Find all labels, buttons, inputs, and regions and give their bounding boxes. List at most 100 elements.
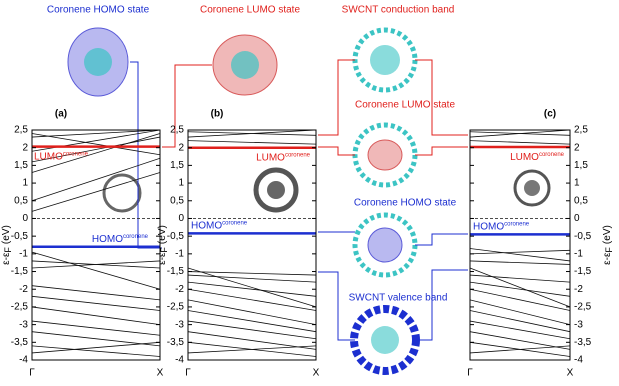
y-tick-label: -4 <box>175 355 184 366</box>
y-tick-label: -4 <box>574 355 583 366</box>
band <box>31 260 161 269</box>
y-tick-label: -3,5 <box>167 337 185 348</box>
band <box>187 310 317 333</box>
band <box>469 249 571 255</box>
y-tick-label: 2,5 <box>14 125 28 136</box>
y-tick-label: 0 <box>574 213 580 224</box>
band <box>187 288 317 311</box>
y-label-unit: (eV) <box>157 225 168 244</box>
y-label-main: ε-ε <box>157 252 168 265</box>
y-tick-label: 1,5 <box>14 160 28 171</box>
y-tick-label: 2 <box>178 142 184 153</box>
coronene <box>84 48 112 76</box>
band <box>469 310 571 333</box>
band <box>469 267 571 308</box>
y-label-sub: F <box>604 247 614 253</box>
y-tick-label: 1 <box>574 178 580 189</box>
state-name: HOMO <box>191 220 222 231</box>
connector <box>318 146 355 156</box>
y-tick-label: 1,5 <box>170 160 184 171</box>
coronene <box>231 51 259 79</box>
x-tick-label: X <box>313 368 320 379</box>
band <box>31 285 161 301</box>
band <box>187 331 317 350</box>
state-label: LUMOcoronene <box>510 152 565 163</box>
inset <box>102 173 142 213</box>
panel-label: (b) <box>211 109 224 120</box>
state-name: LUMO <box>256 152 285 163</box>
connector <box>415 59 468 136</box>
y-tick-label: -2 <box>19 284 28 295</box>
band <box>31 345 161 357</box>
state-sup: coronene <box>123 233 149 239</box>
band <box>469 331 571 350</box>
inset <box>267 181 285 199</box>
y-tick-label: -1,5 <box>167 266 185 277</box>
x-tick-label: X <box>567 368 574 379</box>
connector <box>318 59 355 136</box>
lumo-orbital <box>367 139 403 171</box>
y-tick-label: -0,5 <box>167 231 185 242</box>
band <box>187 131 317 136</box>
annotation: Coronene HOMO state <box>354 198 457 209</box>
plot-frame <box>31 129 161 361</box>
y-axis-label: ε-εF (eV) <box>157 225 170 265</box>
coronene <box>371 326 399 354</box>
band <box>469 140 571 145</box>
band <box>31 295 161 311</box>
y-tick-label: -1 <box>19 248 28 259</box>
y-tick-label: -1 <box>175 248 184 259</box>
y-tick-label: 2,5 <box>574 125 588 136</box>
y-tick-label: 1 <box>22 178 28 189</box>
band <box>31 129 161 138</box>
annotation: Coronene LUMO state <box>355 100 455 111</box>
band <box>31 172 161 212</box>
y-label-sub: F <box>159 247 169 253</box>
y-tick-label: -1,5 <box>11 266 29 277</box>
homo-orbital <box>367 227 403 263</box>
band <box>31 341 161 354</box>
state-sup: coronene <box>285 152 311 158</box>
state-sup: coronene <box>504 221 530 227</box>
band <box>469 320 571 340</box>
y-tick-label: -3,5 <box>574 337 592 348</box>
band <box>187 345 317 354</box>
band <box>187 140 317 145</box>
state-name: LUMO <box>34 151 63 162</box>
y-tick-label: -2 <box>574 284 583 295</box>
panel-label: (a) <box>55 109 67 120</box>
state-sup: coronene <box>222 220 248 226</box>
plot-frame <box>187 129 317 361</box>
panel: (b)LUMOcoroneneHOMOcoronene2,521,510,50-… <box>157 109 320 379</box>
band <box>31 136 161 163</box>
state-label: HOMOcoronene <box>191 220 248 231</box>
y-tick-label: -0,5 <box>574 231 592 242</box>
x-tick-label: X <box>157 368 164 379</box>
y-tick-label: -2,5 <box>11 302 29 313</box>
y-tick-label: 0,5 <box>170 195 184 206</box>
y-tick-label: -3 <box>175 319 184 330</box>
band <box>469 131 571 136</box>
band <box>469 248 571 262</box>
state-name: HOMO <box>92 233 123 244</box>
y-tick-label: -3 <box>19 319 28 330</box>
band <box>469 260 571 265</box>
y-label-unit: (eV) <box>602 225 613 244</box>
y-tick-label: -2 <box>175 284 184 295</box>
x-tick-label: Γ <box>185 368 191 379</box>
band <box>187 320 317 340</box>
band <box>187 299 317 326</box>
y-axis-label: ε-εF (eV) <box>1 225 14 265</box>
y-tick-label: -2,5 <box>167 302 185 313</box>
band <box>469 274 571 283</box>
connector <box>318 271 355 341</box>
y-tick-label: 0,5 <box>574 195 588 206</box>
connectors <box>130 59 468 341</box>
y-label-sub: F <box>3 247 13 253</box>
annotation: SWCNT conduction band <box>342 5 455 16</box>
panel-label: (c) <box>544 109 556 120</box>
connector <box>415 269 468 341</box>
band <box>31 133 161 156</box>
band <box>469 345 571 354</box>
